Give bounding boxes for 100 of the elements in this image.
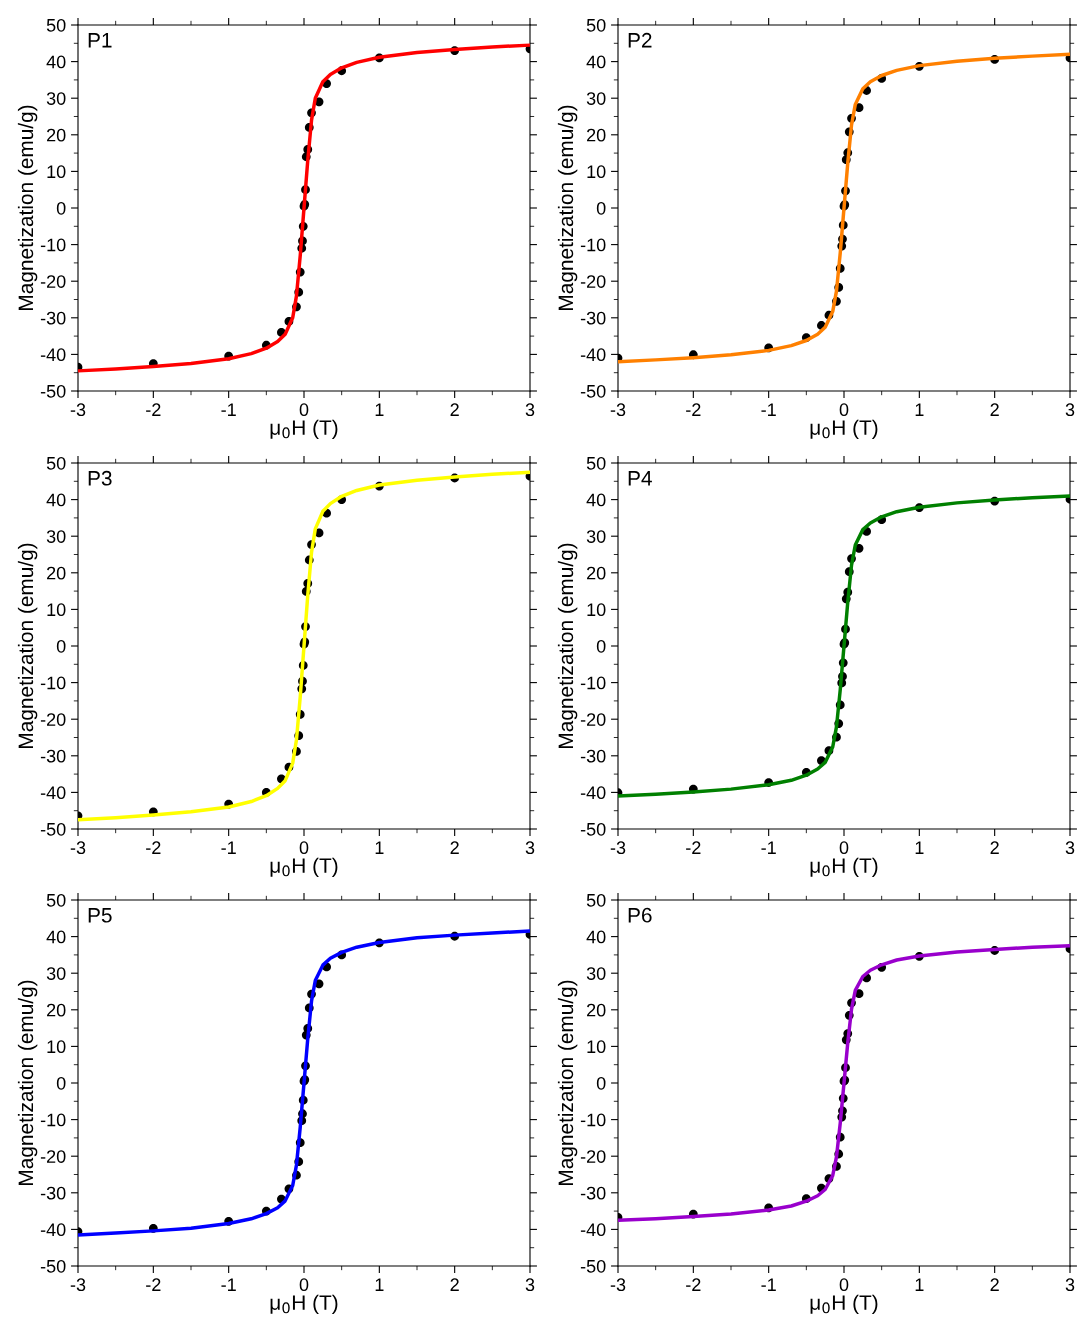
y-tick-label: -50 [40,1259,66,1273]
x-tick-label: 1 [915,403,924,416]
y-tick-label: 40 [586,930,606,944]
y-tick-label: -40 [580,1223,606,1237]
y-tick-label: -20 [580,1150,606,1163]
x-axis-title: μ$_{0}$H (T) [270,857,338,878]
annotation: P1 [88,33,112,48]
y-tick-label: -10 [40,1113,66,1127]
x-tick-label: -1 [221,1278,236,1291]
y-tick-label: -30 [580,311,606,325]
y-tick-label: -30 [580,749,606,763]
x-tick-label: 2 [450,403,459,416]
x-tick-label: 3 [1065,403,1075,417]
y-tick-label: 0 [56,639,66,653]
y-tick-label: 40 [586,55,606,69]
x-tick-label: -1 [221,841,236,854]
y-tick-label: 20 [587,128,606,142]
y-tick-label: 10 [47,1040,66,1054]
y-tick-label: -40 [40,348,66,362]
y-tick-label: 40 [46,493,66,507]
y-tick-label: -40 [40,786,66,800]
y-tick-label: -10 [40,676,66,690]
x-axis-title: μ$_{0}$H (T) [810,419,878,440]
y-tick-label: -40 [580,348,606,362]
y-tick-label: 10 [587,165,606,179]
y-tick-label: 30 [46,92,66,105]
x-tick-label: 3 [525,403,535,417]
annotation: P2 [628,32,652,48]
x-tick-label: 1 [375,403,384,416]
x-tick-label: -3 [610,403,626,417]
y-tick-label: -50 [580,1259,606,1273]
x-tick-label: -3 [70,841,86,855]
x-tick-label: 0 [299,841,309,855]
y-tick-label: -30 [40,311,66,325]
y-tick-label: -50 [40,822,66,836]
y-tick-label: 0 [596,639,606,653]
y-tick-label: 50 [46,893,66,907]
x-tick-label: 1 [915,1278,924,1291]
x-tick-label: 2 [990,1278,999,1291]
y-tick-label: 30 [46,530,66,543]
y-tick-label: 0 [56,201,66,215]
y-tick-label: 40 [46,930,66,944]
y-tick-label: 0 [596,201,606,215]
y-axis-title: Magnetization (emu/g) [557,105,578,310]
y-tick-label: 20 [47,128,66,142]
y-tick-label: -30 [580,1186,606,1200]
x-tick-label: 3 [1065,1278,1075,1292]
y-tick-label: 40 [46,55,66,69]
y-tick-label: 10 [47,603,66,617]
y-tick-label: -10 [40,238,66,252]
x-tick-label: 3 [525,1278,535,1292]
x-tick-label: -3 [610,841,626,855]
x-tick-label: 3 [525,841,535,855]
y-tick-label: 40 [586,493,606,507]
y-tick-label: 20 [587,1003,606,1017]
y-tick-label: -50 [580,822,606,836]
x-tick-label: 1 [915,841,924,854]
y-tick-label: 20 [47,1003,66,1017]
y-tick-label: -40 [40,1223,66,1237]
x-tick-label: 2 [450,841,459,854]
y-tick-label: 0 [596,1076,606,1090]
y-axis-title: Magnetization (emu/g) [17,543,38,748]
annotation: P3 [88,470,112,486]
x-tick-label: -1 [221,403,236,416]
x-tick-label: -2 [686,841,701,854]
x-tick-label: 0 [839,403,849,417]
y-tick-label: -40 [580,786,606,800]
x-tick-label: 1 [375,841,384,854]
y-tick-label: -50 [580,384,606,398]
x-tick-label: 1 [375,1278,384,1291]
annotation: P6 [628,907,652,923]
x-tick-label: -2 [146,841,161,854]
x-tick-label: 0 [299,403,309,417]
y-tick-label: -10 [580,676,606,690]
y-tick-label: -20 [580,275,606,288]
x-tick-label: -1 [761,1278,776,1291]
y-tick-label: 50 [586,456,606,470]
y-tick-label: -20 [40,713,66,726]
y-tick-label: 50 [586,18,606,32]
x-tick-label: 0 [299,1278,309,1292]
y-tick-label: 50 [46,18,66,32]
y-tick-label: 0 [56,1076,66,1090]
y-tick-label: -10 [580,1113,606,1127]
x-tick-label: 2 [990,841,999,854]
x-tick-label: 3 [1065,841,1075,855]
x-tick-label: 0 [839,841,849,855]
y-tick-label: 50 [586,893,606,907]
x-tick-label: 0 [839,1278,849,1292]
y-tick-label: 20 [587,566,606,580]
y-tick-label: 30 [586,530,606,543]
y-axis-title: Magnetization (emu/g) [17,980,38,1185]
y-tick-label: -30 [40,1186,66,1200]
x-axis-title: μ$_{0}$H (T) [810,1294,878,1315]
y-axis-title: Magnetization (emu/g) [557,980,578,1185]
y-tick-label: 10 [587,1040,606,1054]
x-tick-label: 2 [450,1278,459,1291]
y-tick-label: -50 [40,384,66,398]
annotation: P4 [628,471,652,486]
y-tick-label: -10 [580,238,606,252]
y-tick-label: 30 [586,967,606,980]
